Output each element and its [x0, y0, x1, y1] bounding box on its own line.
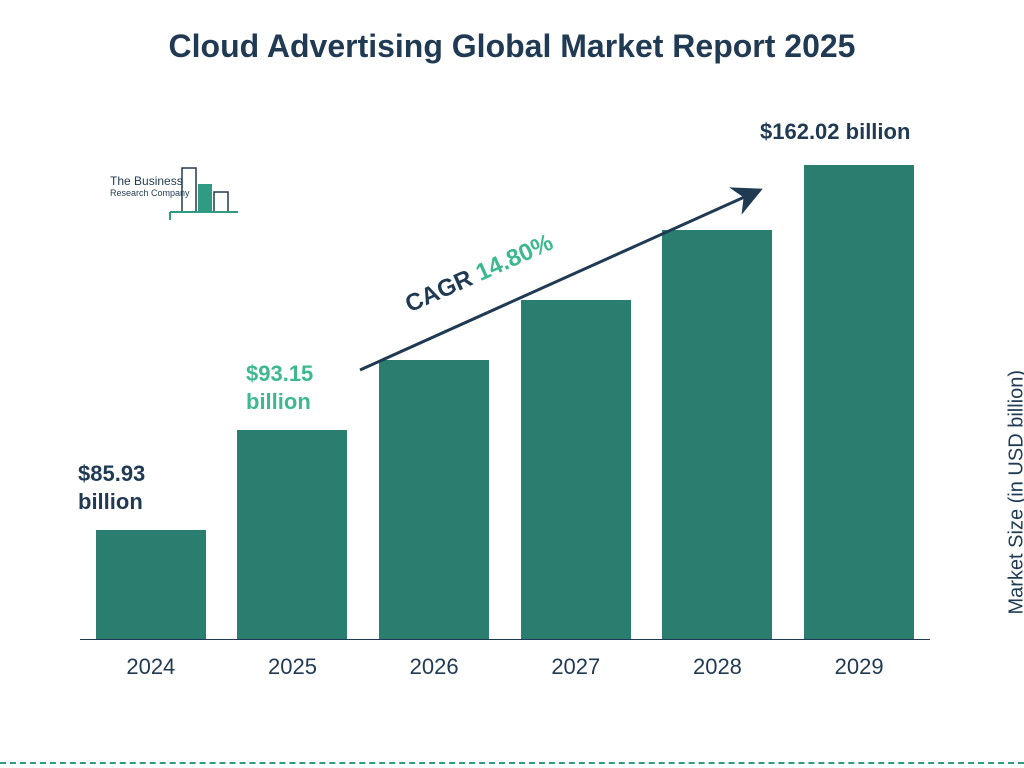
- bottom-dashed-line: [0, 762, 1024, 764]
- trend-arrow: [0, 0, 1024, 768]
